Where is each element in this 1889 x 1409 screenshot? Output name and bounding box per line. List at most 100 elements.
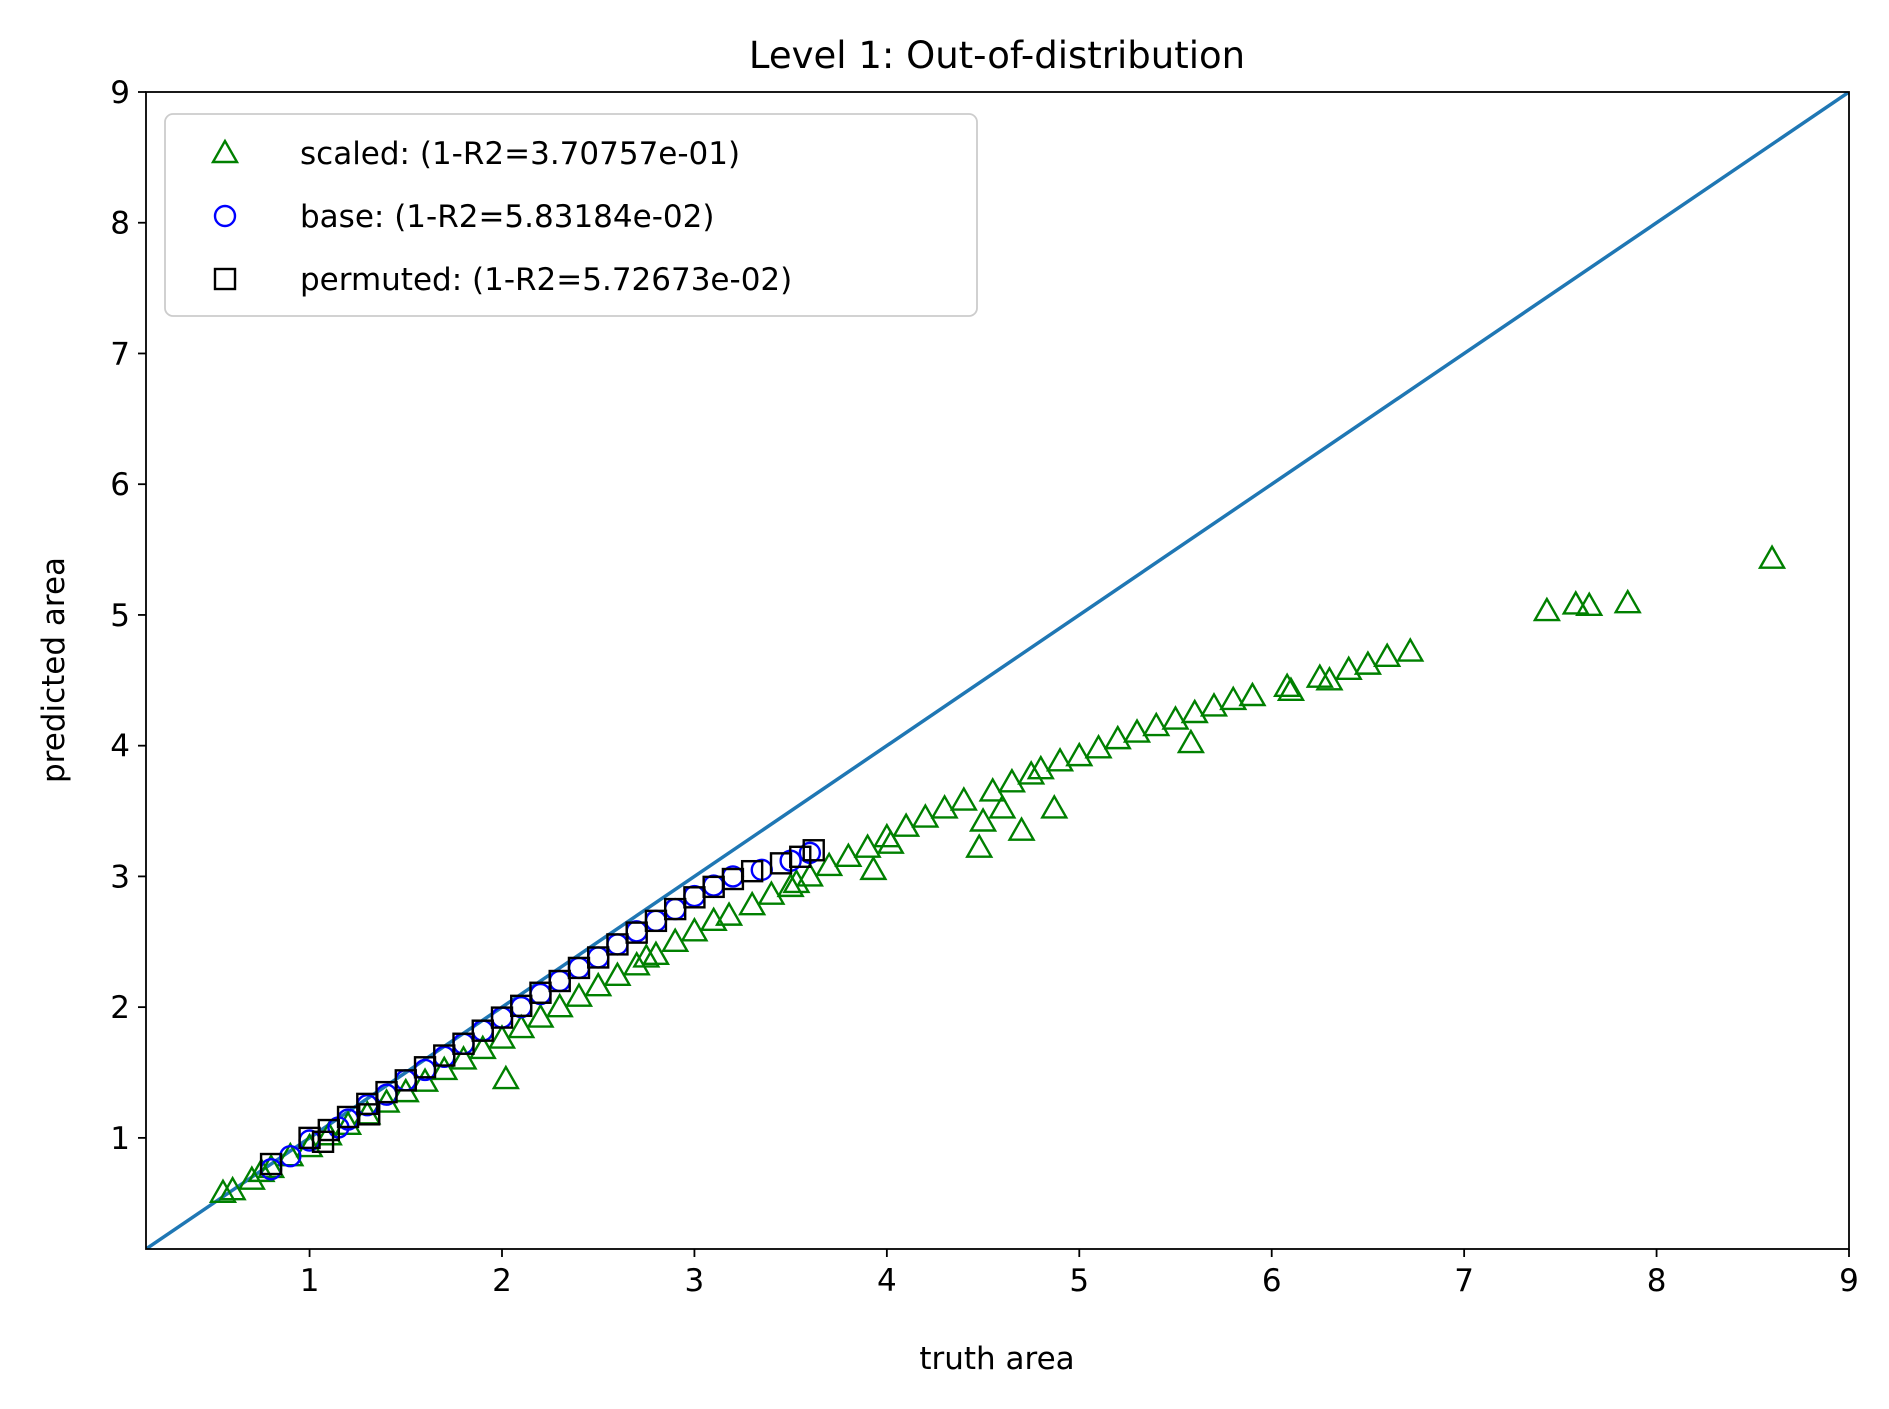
- y-tick-label: 8: [110, 206, 130, 242]
- data-point-triangle: [965, 833, 994, 858]
- data-point-triangle: [1276, 676, 1306, 701]
- data-point-circle: [644, 909, 668, 933]
- y-tick-label: 4: [110, 729, 130, 765]
- y-tick-label: 7: [110, 336, 130, 372]
- plot-area: [145, 91, 1850, 1250]
- data-point-triangle: [1007, 816, 1036, 841]
- legend-marker-square: [213, 267, 237, 291]
- data-point-square: [663, 897, 687, 921]
- data-point-triangle: [247, 1157, 276, 1183]
- y-tick-label: 2: [110, 990, 130, 1026]
- data-point-circle: [606, 933, 629, 956]
- data-point-square: [413, 1056, 437, 1079]
- data-point-circle: [548, 969, 571, 993]
- data-point-square: [802, 839, 825, 862]
- data-point-square: [375, 1080, 398, 1104]
- series-circle: [259, 841, 822, 1181]
- data-point-triangle: [410, 1067, 440, 1092]
- data-point-triangle: [968, 807, 998, 832]
- data-point-triangle: [834, 842, 863, 867]
- data-point-square: [740, 859, 764, 883]
- data-point-triangle: [208, 1178, 238, 1203]
- x-axis: 1 2 3 4 5 6 7 8 9: [300, 1249, 1859, 1299]
- data-point-square: [471, 1019, 494, 1042]
- data-point-circle: [702, 874, 725, 897]
- plot-frame: [145, 91, 1850, 1250]
- x-axis-label: truth area: [919, 1341, 1074, 1377]
- x-tick-label: 2: [492, 1263, 512, 1299]
- data-point-triangle: [949, 786, 978, 811]
- data-point-circle: [663, 897, 687, 921]
- y-axis: 1 2 3 4 5 6 7 8 9: [110, 75, 146, 1157]
- data-point-triangle: [1065, 741, 1094, 767]
- data-point-triangle: [1040, 794, 1069, 819]
- data-point-circle: [625, 920, 648, 943]
- data-point-triangle: [1122, 718, 1152, 743]
- data-point-triangle: [1045, 746, 1075, 772]
- data-point-triangle: [859, 855, 888, 881]
- legend: scaled: (1-R2=3.70757e-01) base: (1-R2=5.…: [164, 113, 978, 317]
- data-point-triangle: [1026, 754, 1055, 780]
- data-point-square: [317, 1118, 341, 1142]
- data-point-triangle: [1561, 590, 1590, 615]
- data-point-square: [490, 1006, 514, 1029]
- data-point-square: [644, 909, 668, 933]
- data-point-square: [529, 981, 552, 1004]
- y-tick-label: 1: [110, 1121, 130, 1157]
- data-point-triangle: [911, 803, 940, 828]
- data-point-triangle: [295, 1132, 324, 1158]
- data-point-circle: [452, 1032, 475, 1055]
- data-point-triangle: [892, 812, 921, 837]
- data-point-square: [789, 845, 812, 868]
- data-point-triangle: [1142, 711, 1171, 737]
- x-tick-label: 1: [300, 1263, 320, 1299]
- legend-label: scaled: (1-R2=3.70757e-01): [300, 136, 740, 172]
- x-tick-label: 8: [1647, 1263, 1667, 1299]
- data-point-square: [358, 1103, 381, 1126]
- data-point-triangle: [1757, 544, 1787, 569]
- data-point-triangle: [757, 880, 786, 905]
- y-tick-label: 9: [110, 75, 130, 111]
- data-point-square: [548, 969, 571, 993]
- data-point-triangle: [257, 1153, 286, 1179]
- data-point-triangle: [1613, 588, 1642, 614]
- data-point-square: [311, 1130, 335, 1153]
- data-point-square: [452, 1032, 475, 1055]
- legend-label: permuted: (1-R2=5.72673e-02): [300, 262, 792, 298]
- data-point-triangle: [876, 829, 905, 854]
- data-point-triangle: [1180, 698, 1209, 724]
- x-tick-label: 7: [1454, 1263, 1474, 1299]
- y-axis-label: predicted area: [36, 557, 72, 783]
- chart-title: Level 1: Out-of-distribution: [749, 34, 1245, 77]
- legend-box: [164, 113, 978, 317]
- legend-marker-circle: [213, 204, 237, 228]
- data-point-triangle: [714, 901, 744, 926]
- data-point-square: [587, 946, 610, 969]
- x-tick-label: 9: [1839, 1263, 1859, 1299]
- series-layer: [208, 544, 1787, 1203]
- data-point-triangle: [237, 1165, 266, 1190]
- x-tick-label: 4: [877, 1263, 897, 1299]
- y-tick-label: 6: [110, 467, 130, 503]
- data-point-triangle: [1161, 705, 1190, 730]
- series-square: [259, 839, 825, 1176]
- data-point-triangle: [1176, 728, 1205, 754]
- data-point-triangle: [930, 794, 959, 819]
- data-point-triangle: [1017, 760, 1046, 785]
- data-point-triangle: [1575, 591, 1604, 616]
- data-point-triangle: [699, 906, 728, 932]
- x-tick-label: 3: [685, 1263, 705, 1299]
- data-point-triangle: [1084, 733, 1113, 759]
- y-tick-label: 3: [110, 859, 130, 895]
- data-point-square: [606, 933, 629, 956]
- data-point-circle: [529, 982, 552, 1006]
- data-point-triangle: [1373, 642, 1402, 667]
- data-point-circle: [587, 946, 610, 969]
- data-point-triangle: [1334, 655, 1363, 681]
- data-point-triangle: [782, 868, 811, 894]
- data-point-triangle: [988, 794, 1017, 819]
- data-point-triangle: [491, 1064, 520, 1090]
- data-point-triangle: [641, 940, 671, 966]
- data-point-square: [433, 1044, 456, 1067]
- data-point-triangle: [1532, 596, 1561, 622]
